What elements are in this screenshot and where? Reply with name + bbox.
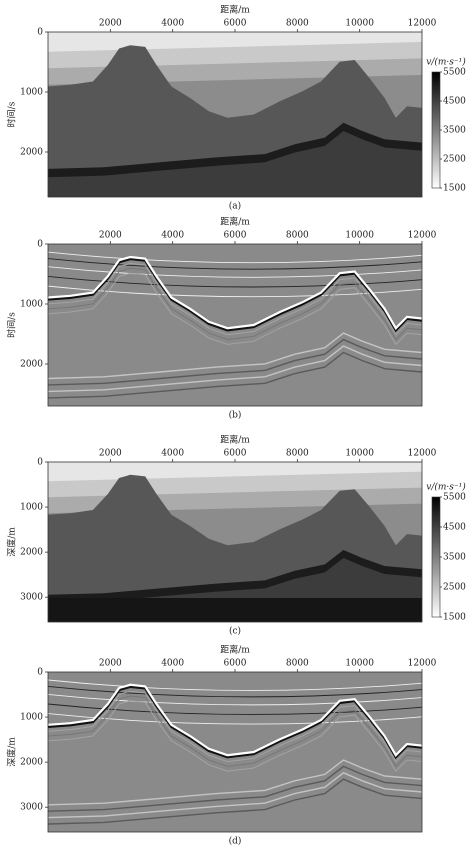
- x-tick-label: 2000: [99, 19, 122, 29]
- x-tick-label: 4000: [161, 659, 184, 669]
- y-tick-label: 0: [37, 28, 43, 38]
- x-tick-label: 10000: [345, 659, 374, 669]
- y-tick-label: 0: [37, 668, 43, 678]
- x-tick-label: 12000: [408, 659, 437, 669]
- colorbar-tick-label: 4500: [443, 523, 466, 533]
- reflector: [48, 679, 422, 691]
- reflector: [48, 275, 422, 288]
- caption: (a): [229, 201, 241, 212]
- x-tick-label: 6000: [224, 19, 247, 29]
- x-tick-label: 10000: [345, 231, 374, 241]
- reflector: [48, 759, 422, 806]
- colorbar-tick-label: 1500: [443, 613, 466, 623]
- y-tick-label: 1000: [20, 713, 43, 723]
- colorbar: [431, 71, 441, 189]
- x-tick-label: 6000: [224, 449, 247, 459]
- x-tick-label: 10000: [345, 449, 374, 459]
- colorbar-label: v/(m·s⁻¹): [426, 482, 466, 493]
- x-tick-label: 12000: [408, 231, 437, 241]
- y-tick-label: 2000: [20, 548, 43, 558]
- y-tick-label: 1000: [20, 88, 43, 98]
- reflector: [48, 266, 422, 278]
- x-tick-label: 4000: [161, 449, 184, 459]
- reflector: [48, 272, 422, 346]
- x-tick-label: 8000: [286, 659, 309, 669]
- x-tick-label: 10000: [345, 19, 374, 29]
- x-axis-label: 距离/m: [220, 216, 250, 228]
- reflector: [48, 765, 422, 812]
- x-axis-label: 距离/m: [220, 434, 250, 446]
- colorbar-tick-label: 2500: [443, 583, 466, 593]
- x-tick-label: 6000: [224, 231, 247, 241]
- colorbar-tick-label: 5500: [443, 68, 466, 78]
- reflector: [48, 703, 422, 715]
- reflector: [48, 255, 422, 330]
- colorbar: [431, 496, 441, 618]
- x-axis-label: 距离/m: [220, 644, 250, 656]
- y-tick-label: 0: [37, 458, 43, 468]
- colorbar-tick-label: 3500: [443, 553, 466, 563]
- x-tick-label: 4000: [161, 231, 184, 241]
- x-tick-label: 6000: [224, 659, 247, 669]
- reflector: [48, 262, 422, 336]
- image: [48, 244, 422, 406]
- y-tick-label: 1000: [20, 503, 43, 513]
- y-tick-label: 0: [37, 240, 43, 250]
- y-tick-label: 1000: [20, 300, 43, 310]
- image: [48, 672, 422, 832]
- caption: (c): [229, 626, 241, 637]
- x-axis-label: 距离/m: [220, 4, 250, 16]
- image: [48, 32, 422, 197]
- reflector: [48, 332, 422, 380]
- y-tick-label: 3000: [20, 803, 43, 813]
- reflector: [48, 345, 422, 393]
- reflector: [48, 771, 422, 819]
- colorbar-label: v/(m·s⁻¹): [426, 57, 466, 68]
- caption: (b): [229, 410, 242, 421]
- colorbar-tick-label: 3500: [443, 126, 466, 136]
- y-tick-label: 2000: [20, 148, 43, 158]
- y-axis-label: 深度/m: [6, 527, 18, 557]
- reflector: [48, 683, 422, 757]
- colorbar-tick-label: 1500: [443, 184, 466, 194]
- y-axis-label: 时间/s: [6, 312, 18, 338]
- x-tick-label: 12000: [408, 449, 437, 459]
- y-tick-label: 2000: [20, 758, 43, 768]
- layer: [48, 598, 422, 622]
- y-tick-label: 3000: [20, 593, 43, 603]
- x-tick-label: 2000: [99, 231, 122, 241]
- colorbar-tick-label: 2500: [443, 155, 466, 165]
- background: [48, 244, 422, 406]
- reflector: [48, 351, 422, 399]
- reflector: [48, 685, 422, 698]
- layer: [48, 131, 422, 197]
- x-tick-label: 2000: [99, 659, 122, 669]
- x-tick-label: 2000: [99, 449, 122, 459]
- y-axis-label: 时间/s: [6, 101, 18, 127]
- reflector: [48, 258, 422, 270]
- y-tick-label: 2000: [20, 360, 43, 370]
- reflector: [48, 693, 422, 706]
- x-tick-label: 12000: [408, 19, 437, 29]
- reflector: [48, 690, 422, 763]
- reflector: [48, 695, 422, 768]
- reflector: [48, 338, 422, 386]
- image: [48, 462, 422, 622]
- x-tick-label: 4000: [161, 19, 184, 29]
- background: [48, 672, 422, 832]
- caption: (d): [229, 836, 242, 847]
- reflector: [48, 700, 422, 773]
- x-tick-label: 8000: [286, 231, 309, 241]
- colorbar-tick-label: 4500: [443, 97, 466, 107]
- y-axis-label: 深度/m: [6, 737, 18, 767]
- reflector: [48, 251, 422, 264]
- colorbar-tick-label: 5500: [443, 493, 466, 503]
- reflector: [48, 778, 422, 825]
- x-tick-label: 8000: [286, 19, 309, 29]
- x-tick-label: 8000: [286, 449, 309, 459]
- reflector: [48, 267, 422, 341]
